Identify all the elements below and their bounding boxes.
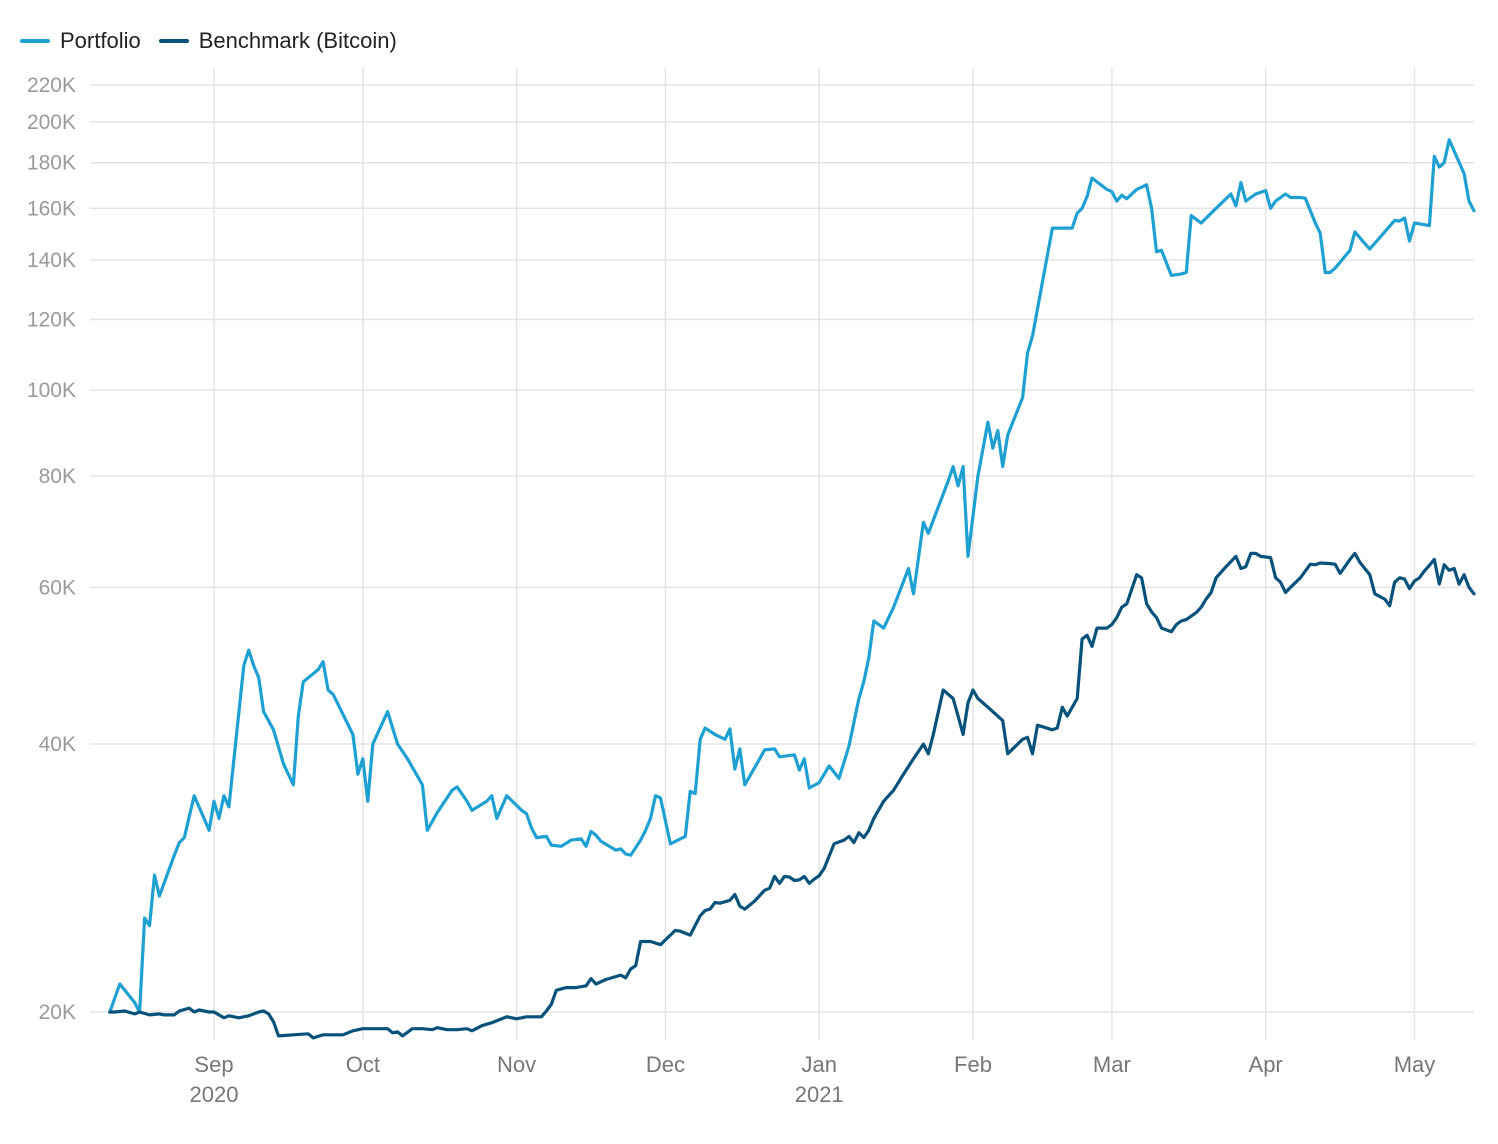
y-tick-label: 140K <box>27 249 76 272</box>
x-tick-year-label: 2021 <box>795 1082 844 1107</box>
legend-item-portfolio[interactable]: Portfolio <box>20 28 141 54</box>
series-line-portfolio <box>108 138 1476 1014</box>
x-axis-ticks: Sep 2020 Oct Nov Dec Jan 2021 Feb Mar Apr May <box>190 1052 1436 1107</box>
x-tick-label: Apr <box>1249 1052 1283 1077</box>
x-tick-label: Nov <box>497 1052 536 1077</box>
y-tick-label: 160K <box>27 197 76 220</box>
grid-lines <box>90 68 1474 1040</box>
y-tick-label: 180K <box>27 152 76 175</box>
legend-item-benchmark[interactable]: Benchmark (Bitcoin) <box>158 28 397 54</box>
y-tick-label: 20K <box>39 1001 76 1024</box>
y-tick-label: 200K <box>27 111 76 134</box>
x-tick-year-label: 2020 <box>190 1082 239 1107</box>
x-tick-label: May <box>1394 1052 1436 1077</box>
x-tick-label: Jan <box>801 1052 836 1077</box>
series-lines <box>108 138 1476 1040</box>
x-tick-label: Sep <box>194 1052 233 1077</box>
y-tick-label: 60K <box>39 576 76 599</box>
legend: Portfolio Benchmark (Bitcoin) <box>20 28 415 54</box>
y-tick-label: 40K <box>39 733 76 756</box>
x-tick-label: Feb <box>954 1052 992 1077</box>
y-tick-label: 100K <box>27 379 76 402</box>
legend-swatch-portfolio <box>20 39 50 43</box>
x-tick-label: Dec <box>646 1052 685 1077</box>
y-tick-label: 220K <box>27 74 76 97</box>
y-axis-ticks: 20K 40K 60K 80K 100K 120K 140K 160K 180K 200K 220K <box>27 74 76 1024</box>
x-tick-label: Oct <box>346 1052 380 1077</box>
x-tick-label: Mar <box>1093 1052 1131 1077</box>
y-tick-label: 80K <box>39 465 76 488</box>
legend-label-portfolio: Portfolio <box>60 28 141 53</box>
legend-label-benchmark: Benchmark (Bitcoin) <box>198 28 397 53</box>
y-tick-label: 120K <box>27 308 76 331</box>
legend-swatch-benchmark <box>158 39 189 43</box>
series-line-benchmark <box>108 551 1476 1040</box>
